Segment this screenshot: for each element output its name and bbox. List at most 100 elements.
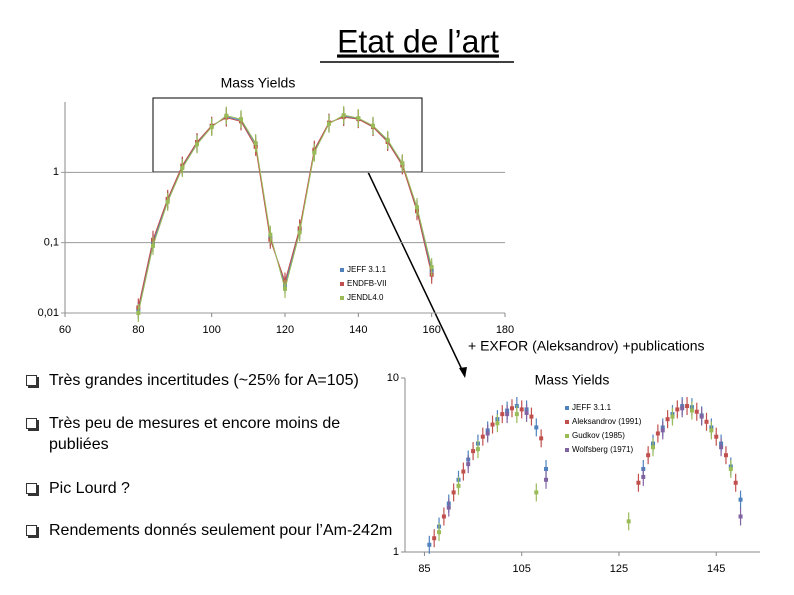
point (385, 137, 390, 142)
point (461, 469, 466, 474)
point (253, 141, 258, 146)
point (209, 125, 214, 130)
y-tick-label: 0,1 (44, 237, 59, 249)
point (490, 422, 495, 427)
bullet: Pic Lourd ? (22, 478, 382, 499)
legend-label: JENDL4.0 (347, 293, 384, 302)
x-tick-label: 100 (202, 324, 220, 336)
legend-marker (340, 282, 344, 286)
point (709, 428, 714, 433)
point (694, 409, 699, 414)
x-tick-label: 180 (496, 324, 514, 336)
point (400, 161, 405, 166)
point (626, 519, 631, 524)
x-tick-label: 140 (349, 324, 367, 336)
point (437, 530, 442, 535)
point (451, 490, 456, 495)
y-tick-label: 1 (53, 166, 59, 178)
bullet: Très grandes incertitudes (~25% for A=10… (22, 370, 382, 391)
bullet-text: Très grandes incertitudes (~25% for A=10… (49, 372, 359, 389)
point (495, 421, 500, 426)
x-tick-label: 125 (610, 563, 628, 575)
point (268, 232, 273, 237)
legend-label: ENDFB-VII (347, 279, 387, 288)
annotation: + EXFOR (Aleksandrov) +publications (468, 338, 705, 354)
point (456, 483, 461, 488)
legend-marker (340, 268, 344, 272)
y-tick-label: 1 (393, 546, 399, 558)
point (475, 447, 480, 452)
point (224, 113, 229, 118)
point (689, 408, 694, 413)
point (519, 407, 524, 412)
point (180, 166, 185, 171)
point (670, 414, 675, 419)
point (685, 404, 690, 409)
point (714, 434, 719, 439)
point (471, 449, 476, 454)
point (500, 412, 505, 417)
point (636, 480, 641, 485)
point (151, 243, 155, 248)
point (665, 417, 670, 422)
point (646, 453, 651, 458)
arrow-head (459, 367, 467, 378)
point (728, 466, 733, 471)
chart-title: Mass Yields (535, 372, 610, 388)
point (641, 474, 646, 479)
point (429, 265, 434, 270)
point (239, 117, 243, 122)
legend-marker (340, 296, 344, 300)
legend-marker (565, 434, 569, 438)
point (704, 419, 709, 424)
point (544, 477, 549, 482)
point (136, 311, 141, 315)
point (651, 445, 656, 450)
point (283, 286, 287, 291)
legend-label: Aleksandrov (1991) (572, 417, 642, 426)
point (675, 407, 680, 412)
point (514, 412, 519, 417)
point (195, 142, 199, 147)
legend-label: JEFF 3.1.1 (572, 403, 612, 412)
x-tick-label: 120 (276, 324, 294, 336)
point (509, 406, 514, 411)
point (534, 490, 539, 495)
point (466, 462, 471, 467)
y-tick-label: 10 (387, 372, 399, 384)
legend-marker (565, 448, 569, 452)
x-tick-label: 145 (707, 563, 725, 575)
point (733, 480, 738, 485)
bullet: Rendements donnés seulement pour l’Am-24… (22, 520, 422, 541)
point (432, 536, 437, 541)
point (655, 431, 660, 436)
legend-label: Gudkov (1985) (572, 431, 625, 440)
x-tick-label: 160 (422, 324, 440, 336)
point (480, 434, 485, 439)
slide-title: Etat de l’art (337, 23, 499, 59)
y-tick-label: 0,01 (38, 307, 59, 319)
point (165, 199, 170, 204)
point (446, 505, 451, 510)
bullet-text: Pic Lourd ? (49, 480, 130, 497)
x-tick-label: 80 (132, 324, 144, 336)
point (312, 150, 317, 155)
point (341, 113, 346, 118)
point (723, 453, 728, 458)
x-tick-label: 85 (418, 563, 430, 575)
point (427, 542, 432, 547)
bullet-text: Rendements donnés seulement pour l’Am-24… (49, 522, 393, 539)
point (719, 445, 724, 450)
point (415, 205, 419, 210)
point (524, 410, 529, 415)
point (738, 497, 743, 502)
legend-label: JEFF 3.1.1 (347, 265, 387, 274)
point (356, 116, 361, 121)
point (371, 123, 375, 128)
point (660, 428, 665, 433)
legend-label: Wolfsberg (1971) (572, 445, 634, 454)
point (327, 121, 331, 126)
point (738, 514, 743, 519)
bullet: Très peu de mesures et encore moins de p… (22, 413, 362, 455)
